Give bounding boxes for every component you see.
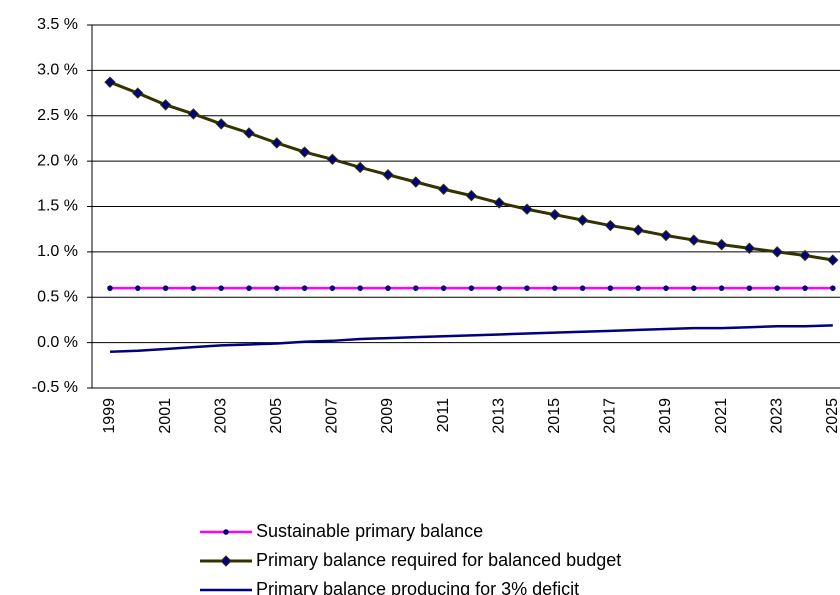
y-tick-label: 3.5 % (37, 16, 78, 33)
legend-marker (223, 529, 229, 535)
marker (663, 285, 669, 291)
x-tick-label: 2011 (435, 398, 452, 433)
x-tick-label: 2021 (713, 398, 730, 434)
legend-label: Primary balance required for balanced bu… (256, 550, 621, 570)
marker (715, 238, 728, 251)
marker (218, 285, 224, 291)
x-tick-label: 2001 (157, 398, 174, 434)
legend-item: Primary balance required for balanced bu… (200, 550, 621, 570)
x-tick-label: 2019 (657, 398, 674, 434)
x-tick-label: 2003 (212, 398, 229, 434)
x-tick-label: 2007 (324, 398, 341, 434)
x-tick-label: 2025 (824, 398, 840, 434)
marker (579, 285, 586, 291)
y-tick-label: -0.5 % (32, 379, 78, 396)
marker (274, 285, 280, 291)
marker (774, 285, 780, 291)
marker (187, 108, 200, 120)
marker (827, 254, 839, 266)
marker (632, 224, 644, 236)
x-tick-label: 2013 (490, 398, 507, 434)
series-line (109, 80, 834, 262)
marker (718, 285, 725, 291)
series-line (109, 324, 833, 353)
marker (607, 285, 614, 291)
marker (688, 234, 700, 246)
marker (691, 285, 697, 291)
y-tick-label: 1.5 % (37, 198, 78, 215)
y-tick-label: 3.0 % (37, 62, 78, 79)
marker (552, 285, 558, 291)
x-tick-label: 2017 (602, 398, 619, 434)
marker (746, 285, 753, 291)
marker (576, 214, 589, 226)
marker (107, 285, 113, 291)
marker (298, 146, 311, 158)
marker (410, 176, 422, 188)
marker (243, 127, 255, 139)
marker (635, 285, 641, 291)
marker (301, 285, 308, 291)
legend-label: Primary balance producing for 3% deficit (256, 579, 579, 595)
x-tick-label: 2023 (768, 398, 785, 434)
x-tick-label: 2009 (379, 398, 396, 434)
marker (413, 285, 419, 291)
x-tick-label: 1999 (101, 398, 118, 434)
marker (549, 208, 561, 221)
marker (326, 153, 339, 166)
marker (468, 285, 475, 291)
marker (604, 219, 617, 232)
y-tick-label: 2.0 % (37, 152, 78, 169)
marker (329, 285, 336, 291)
marker (162, 285, 169, 291)
marker (440, 285, 447, 291)
y-tick-label: 2.5 % (37, 107, 78, 124)
legend: Sustainable primary balance Primary balan… (200, 521, 621, 595)
plot-area (104, 76, 839, 353)
marker (246, 285, 252, 291)
x-tick-label: 2005 (268, 398, 285, 434)
marker (799, 249, 811, 262)
marker (521, 203, 533, 215)
x-tick-label: 2015 (546, 398, 563, 434)
marker (524, 285, 530, 291)
legend-item: Sustainable primary balance (200, 521, 483, 541)
y-tick-label: 0.0 % (37, 334, 78, 351)
legend-label: Sustainable primary balance (256, 521, 483, 541)
y-tick-label: 0.5 % (37, 288, 78, 305)
marker (437, 183, 450, 195)
marker (215, 118, 227, 130)
marker (190, 285, 197, 291)
y-tick-label: 1.0 % (37, 243, 78, 260)
marker (743, 242, 756, 254)
marker (354, 161, 366, 174)
marker (493, 197, 505, 209)
marker (135, 285, 141, 291)
marker (271, 137, 283, 149)
marker (382, 169, 394, 181)
marker (104, 76, 116, 88)
marker (830, 285, 836, 291)
marker (660, 229, 672, 242)
marker (385, 285, 391, 291)
legend-item: Primary balance producing for 3% deficit (200, 579, 579, 595)
marker (496, 285, 503, 291)
marker (357, 285, 364, 291)
grid: -0.5 % 0.0 % 0.5 % 1.0 % 1.5 % 2.0 % 2.5 % 3.0 … (32, 16, 840, 434)
legend-marker (220, 555, 232, 567)
marker (159, 99, 172, 111)
marker (465, 189, 478, 202)
marker (802, 285, 808, 291)
marker (771, 246, 783, 258)
marker (132, 87, 144, 99)
